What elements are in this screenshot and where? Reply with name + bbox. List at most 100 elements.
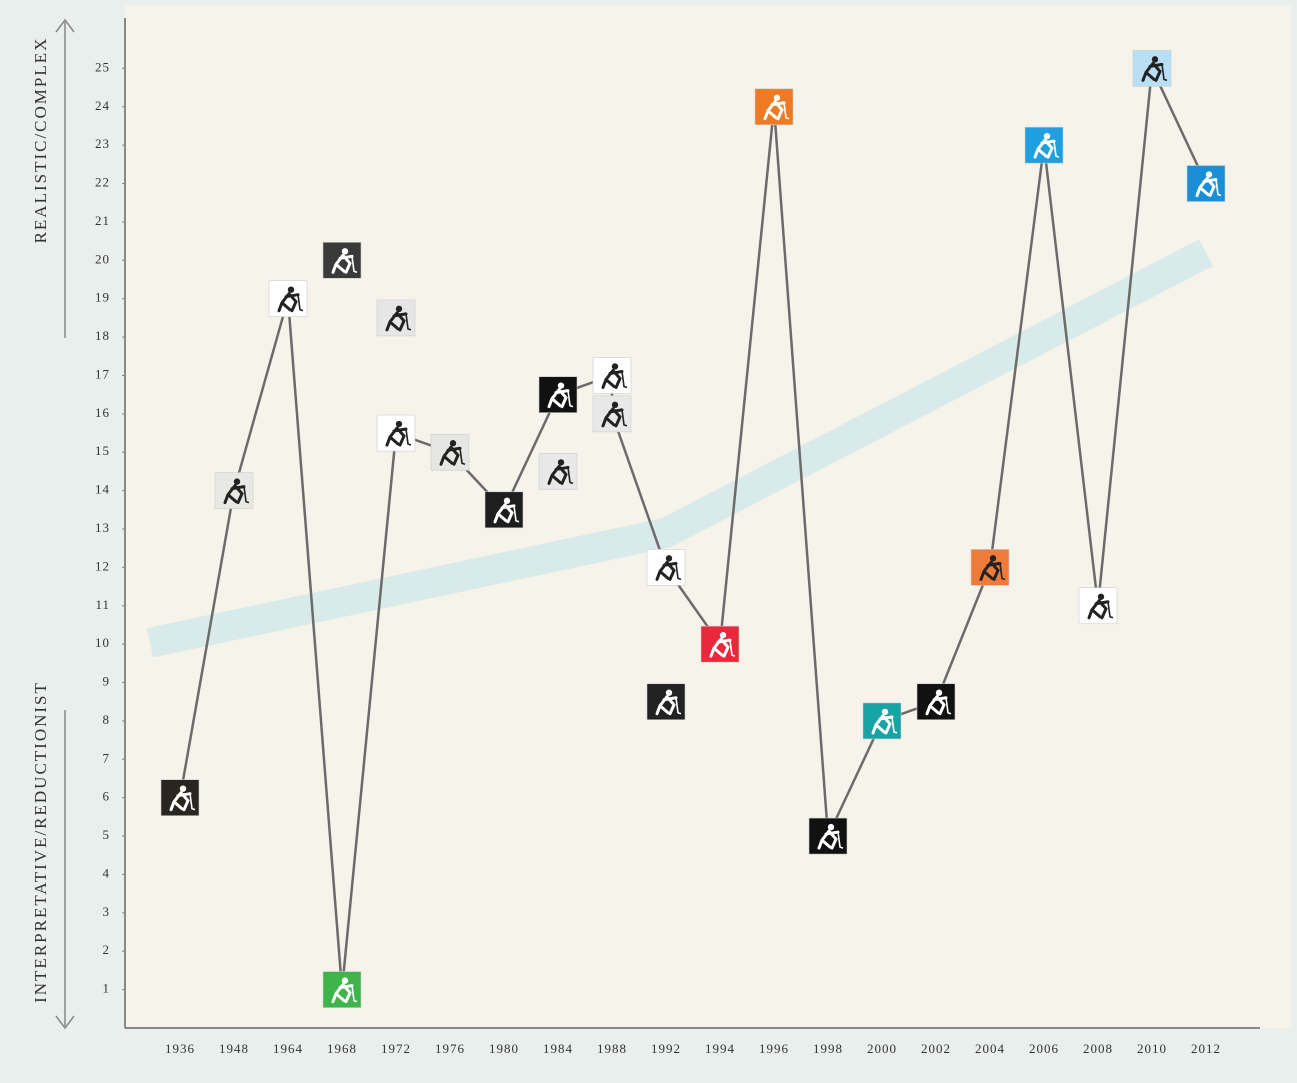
pictogram-box	[431, 434, 469, 470]
x-tick-label: 2008	[1083, 1041, 1113, 1056]
x-tick-label: 1992	[651, 1041, 681, 1056]
pictogram	[1079, 588, 1117, 624]
glyph-head	[396, 421, 402, 427]
y-tick-label: 19	[95, 290, 110, 305]
x-tick-label: 2000	[867, 1041, 897, 1056]
glyph-head	[450, 440, 456, 446]
pictogram	[809, 818, 847, 854]
glyph-head	[288, 286, 294, 292]
glyph-head	[342, 977, 348, 983]
x-tick-label: 1984	[543, 1041, 573, 1056]
glyph-head	[180, 785, 186, 791]
pictogram-box	[485, 492, 523, 528]
y-tick-label: 1	[103, 981, 111, 996]
y-tick-label: 11	[95, 597, 110, 612]
pictogram	[917, 684, 955, 720]
pictogram-box	[593, 357, 631, 393]
y-tick-label: 17	[95, 366, 110, 381]
y-tick-label: 5	[103, 827, 111, 842]
pictogram	[323, 242, 361, 278]
y-label-bottom: INTERPRETATIVE/REDUCTIONIST	[31, 681, 50, 1003]
pictogram	[1025, 127, 1063, 163]
pictogram-box	[539, 453, 577, 489]
x-tick-label: 2012	[1191, 1041, 1221, 1056]
y-tick-label: 16	[95, 405, 110, 420]
pictogram-box	[161, 780, 199, 816]
glyph-head	[612, 363, 618, 369]
x-tick-label: 1996	[759, 1041, 789, 1056]
x-tick-label: 1976	[435, 1041, 465, 1056]
y-tick-label: 23	[95, 136, 110, 151]
x-tick-label: 1980	[489, 1041, 519, 1056]
pictogram-box	[269, 281, 307, 317]
glyph-head	[558, 382, 564, 388]
pictogram-box	[323, 972, 361, 1008]
y-tick-label: 6	[103, 789, 111, 804]
pictogram	[1133, 50, 1171, 86]
pictogram	[701, 626, 739, 662]
y-tick-label: 10	[95, 635, 110, 650]
y-tick-label: 4	[103, 865, 111, 880]
y-tick-label: 7	[103, 750, 111, 765]
glyph-head	[1206, 171, 1212, 177]
x-tick-label: 1988	[597, 1041, 627, 1056]
pictogram-box	[1079, 588, 1117, 624]
pictogram-box	[377, 300, 415, 336]
pictogram-box	[917, 684, 955, 720]
y-tick-label: 13	[95, 520, 110, 535]
glyph-head	[1098, 594, 1104, 600]
y-label-top: REALISTIC/COMPLEX	[31, 37, 50, 244]
y-tick-label: 8	[103, 712, 111, 727]
y-tick-label: 12	[95, 558, 110, 573]
glyph-head	[1044, 133, 1050, 139]
glyph-head	[504, 498, 510, 504]
page: REALISTIC/COMPLEX INTERPRETATIVE/REDUCTI…	[0, 0, 1297, 1083]
pictogram	[377, 300, 415, 336]
pictogram	[431, 434, 469, 470]
pictogram	[539, 453, 577, 489]
x-tick-label: 1964	[273, 1041, 303, 1056]
x-tick-label: 2006	[1029, 1041, 1059, 1056]
x-tick-label: 1948	[219, 1041, 249, 1056]
x-tick-label: 1998	[813, 1041, 843, 1056]
pictogram	[647, 549, 685, 585]
pictogram	[323, 972, 361, 1008]
pictogram	[539, 377, 577, 413]
pictogram-box	[755, 89, 793, 125]
x-tick-label: 2004	[975, 1041, 1005, 1056]
pictogram-box	[323, 242, 361, 278]
pictogram-box	[1025, 127, 1063, 163]
x-tick-label: 1972	[381, 1041, 411, 1056]
y-tick-label: 14	[95, 482, 110, 497]
pictogram	[971, 549, 1009, 585]
pictogram-box	[539, 377, 577, 413]
glyph-head	[666, 690, 672, 696]
glyph-head	[396, 306, 402, 312]
glyph-head	[882, 709, 888, 715]
pictogram	[593, 396, 631, 432]
pictogram	[377, 415, 415, 451]
y-tick-label: 21	[95, 213, 110, 228]
pictogram-box	[1133, 50, 1171, 86]
glyph-head	[342, 248, 348, 254]
pictogram	[215, 473, 253, 509]
pictogram-box	[701, 626, 739, 662]
pictogram-box	[863, 703, 901, 739]
y-tick-label: 25	[95, 59, 110, 74]
x-tick-label: 1994	[705, 1041, 735, 1056]
pictogram	[647, 684, 685, 720]
y-tick-label: 22	[95, 175, 110, 190]
glyph-head	[990, 555, 996, 561]
y-tick-label: 20	[95, 251, 110, 266]
y-tick-label: 18	[95, 328, 110, 343]
y-tick-label: 15	[95, 443, 110, 458]
pictogram	[269, 281, 307, 317]
y-tick-label: 2	[103, 942, 111, 957]
chart: REALISTIC/COMPLEX INTERPRETATIVE/REDUCTI…	[0, 0, 1297, 1083]
x-tick-label: 2002	[921, 1041, 951, 1056]
glyph-head	[774, 95, 780, 101]
glyph-head	[612, 402, 618, 408]
pictogram-box	[971, 549, 1009, 585]
glyph-head	[828, 824, 834, 830]
pictogram-box	[1187, 166, 1225, 202]
